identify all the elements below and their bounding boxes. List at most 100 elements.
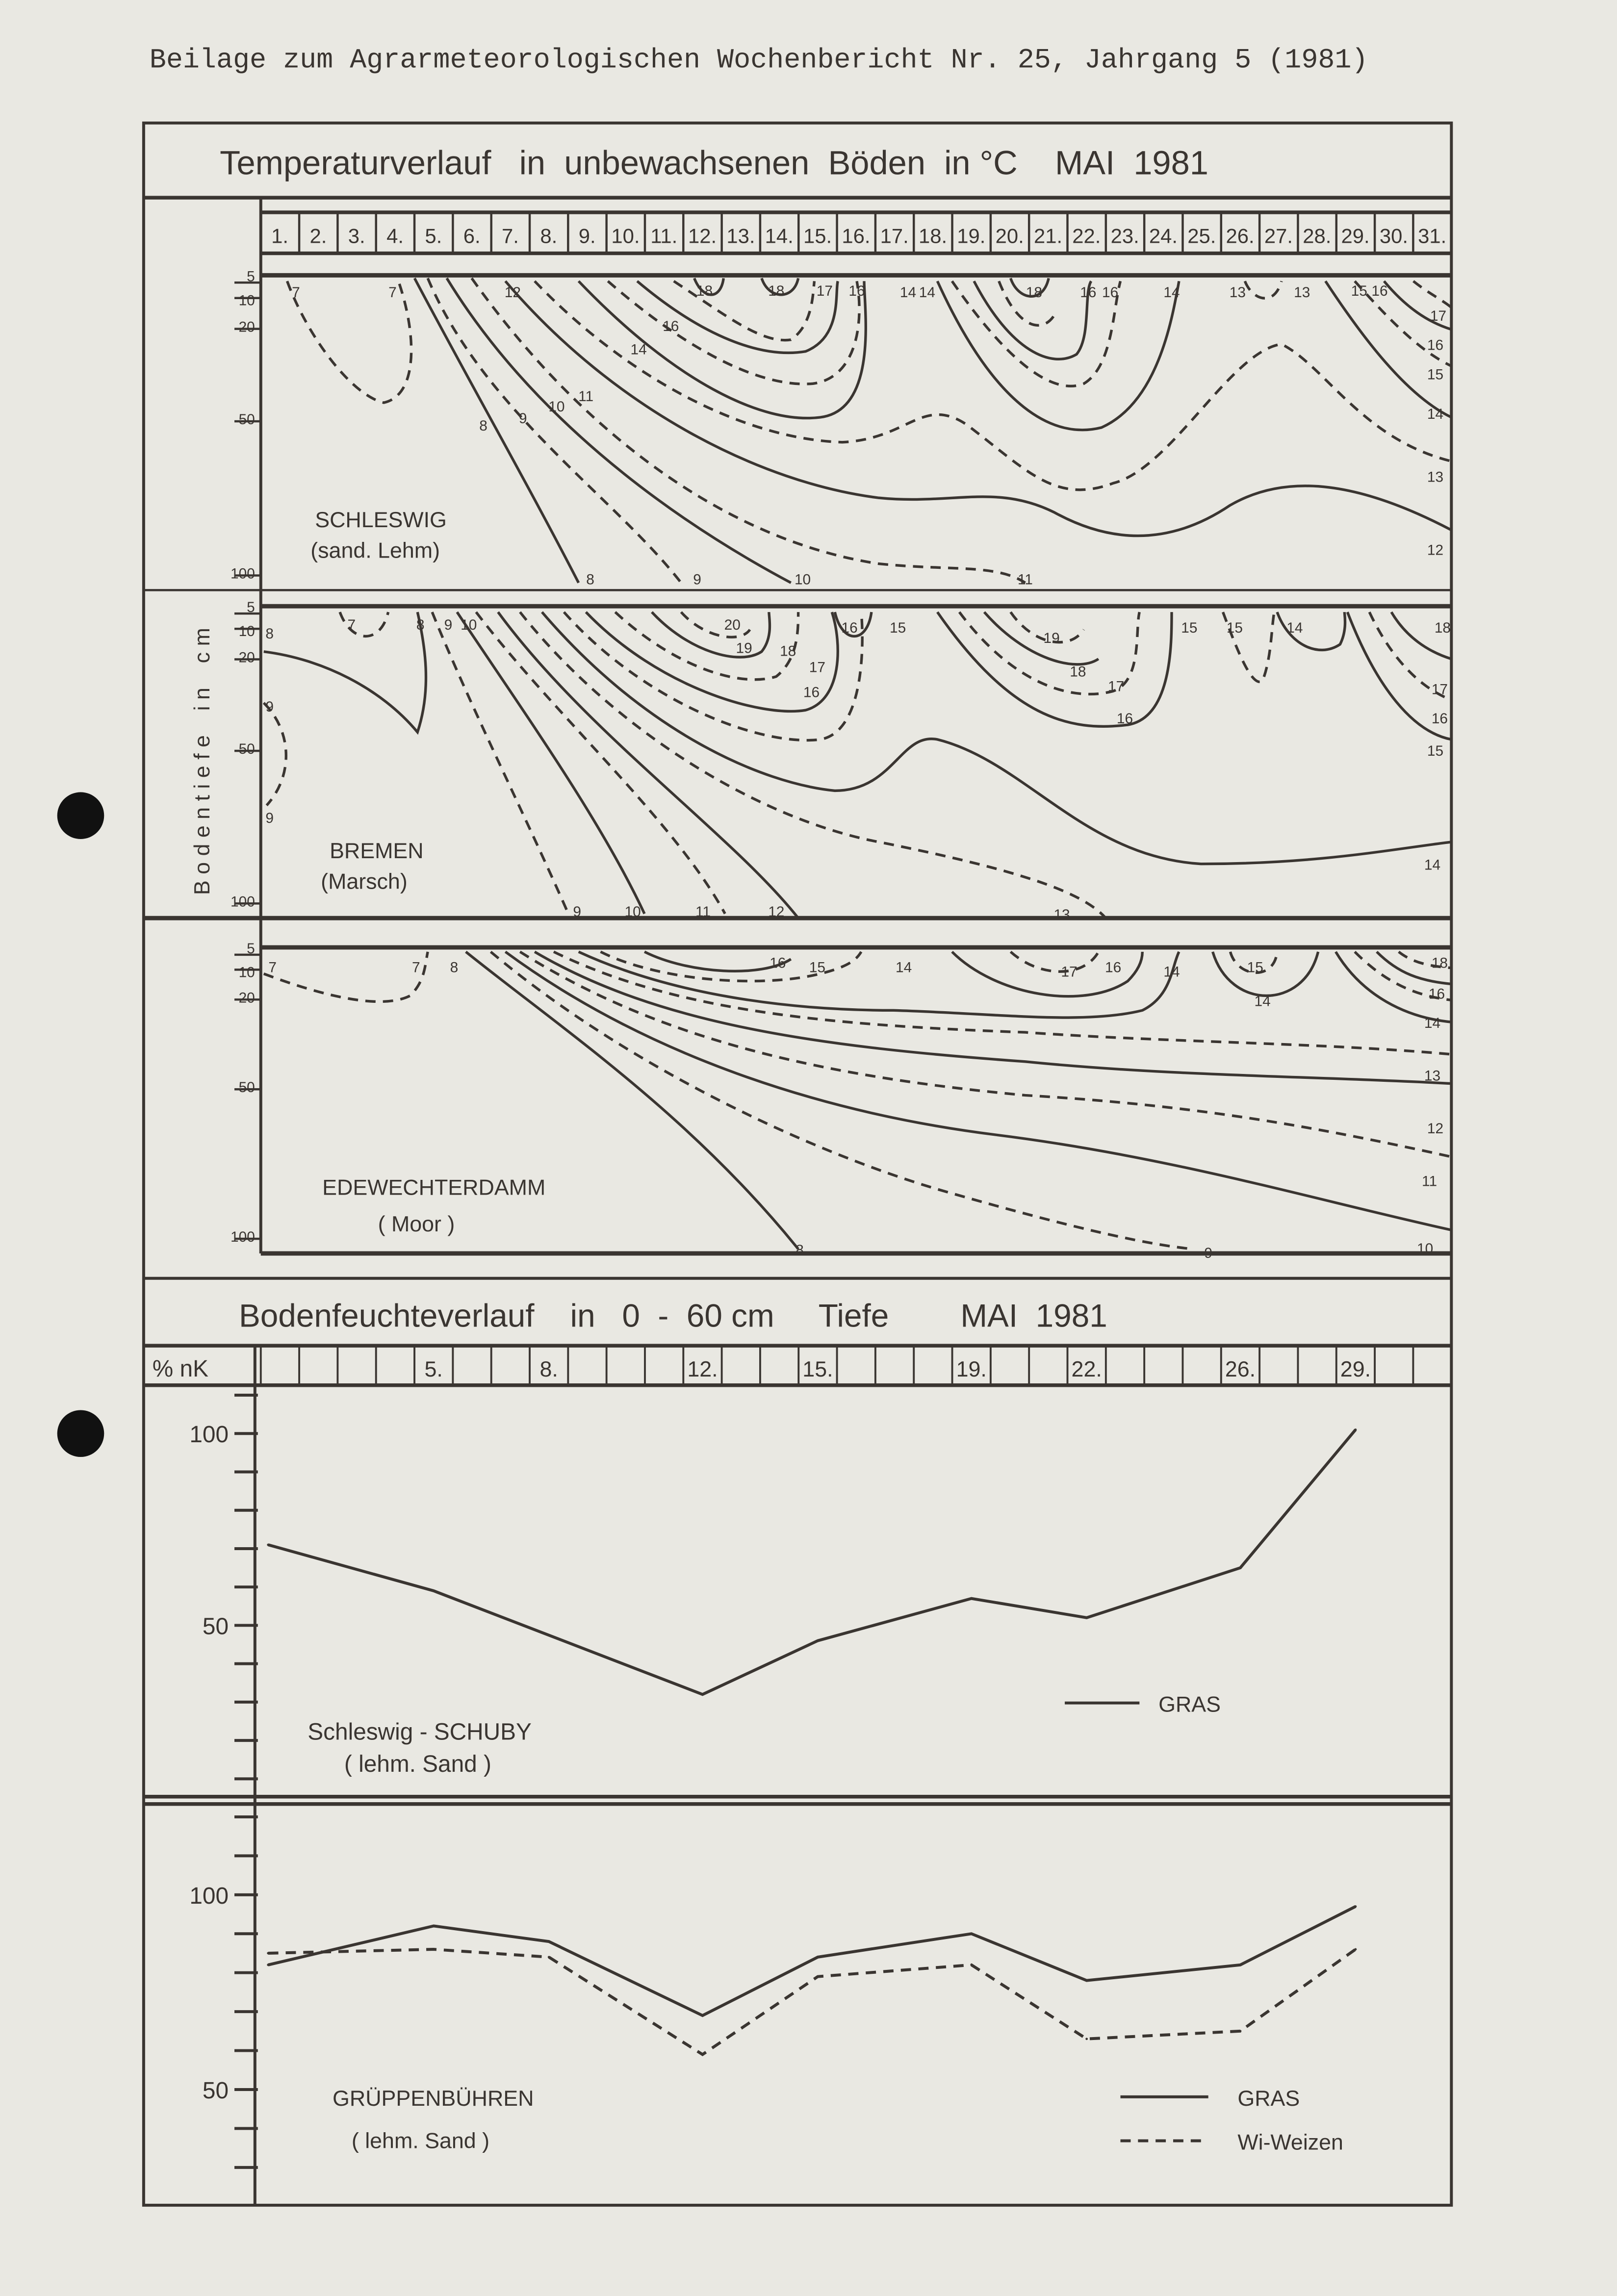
isotherm-label: 11 — [1422, 1174, 1437, 1190]
y-tick-label: 50 — [203, 1613, 229, 1639]
isotherm-17c — [1390, 611, 1452, 661]
isotherm-label: 14 — [1163, 284, 1180, 301]
soil-type: (sand. Lehm) — [310, 538, 440, 563]
isotherm-label: 15 — [1427, 743, 1443, 759]
data-point — [701, 2053, 704, 2056]
depth-tick-label: 20 — [239, 649, 255, 665]
isotherm-label: 16 — [1102, 284, 1118, 301]
data-point — [1239, 1566, 1242, 1569]
frame — [142, 121, 1453, 2207]
isotherm-label: 14 — [896, 960, 912, 976]
data-point — [547, 1956, 550, 1959]
isotherm-8 — [413, 278, 580, 584]
isotherm-17 — [673, 280, 816, 342]
depth-tick-label: 20 — [239, 319, 255, 335]
isotherm-label: 8 — [416, 617, 425, 633]
isotherm-15b — [936, 611, 1173, 728]
contour-panel-bremen — [262, 611, 1452, 919]
moisture-chart-schuby: 100 50 — [189, 1394, 1357, 1781]
day-label: 25. — [1187, 225, 1216, 248]
isotherm-label: 10 — [461, 617, 477, 633]
isotherm-label: 9 — [573, 904, 581, 920]
isotherm-8 — [465, 950, 799, 1250]
day-label: 7. — [502, 225, 519, 248]
isotherm-label: 18 — [780, 643, 796, 660]
data-point — [1085, 1616, 1088, 1619]
depth-tick-label: 20 — [239, 990, 255, 1006]
data-point — [701, 1693, 704, 1696]
depth-tick-label: 5 — [247, 599, 255, 615]
isotherm-label: 16 — [842, 620, 858, 636]
day-label: 5. — [425, 1357, 443, 1381]
data-point — [267, 1952, 270, 1955]
depth-axis-label: B o d e n t i e f e i n c m — [190, 628, 214, 895]
isotherm-label: 15 — [809, 960, 825, 976]
day-label: 16. — [842, 225, 870, 248]
day-label: 29. — [1341, 225, 1370, 248]
isotherm-15 — [563, 611, 864, 742]
isotherm-8 — [263, 612, 428, 735]
data-point — [1239, 2030, 1242, 2033]
isotherm-17 — [614, 611, 800, 681]
depth-tick-label: 5 — [247, 268, 255, 284]
isotherm-18b — [1009, 278, 1050, 298]
isotherm-label: 18 — [696, 283, 713, 299]
isotherm-11 — [519, 950, 1452, 1158]
isotherm-label: 11 — [578, 388, 593, 405]
data-point — [1239, 1964, 1242, 1966]
isotherm-label: 13 — [1427, 469, 1443, 485]
isotherm-7 — [263, 951, 429, 1003]
soil-type: ( Moor ) — [378, 1212, 455, 1236]
data-point — [432, 1948, 435, 1951]
isotherm-16c — [1383, 280, 1452, 331]
isotherm-15d — [1346, 612, 1452, 741]
isotherm-18 — [651, 611, 771, 659]
isotherm-14b — [1276, 612, 1347, 652]
day-label: 2. — [309, 225, 327, 248]
isotherm-label: 10 — [795, 571, 811, 587]
day-label: 8. — [540, 225, 557, 248]
soil-type: (Marsch) — [321, 869, 408, 893]
data-point — [432, 1924, 435, 1927]
isotherm-label: 14 — [1424, 1015, 1440, 1031]
isotherm-15 — [600, 950, 863, 983]
y-tick-label: 50 — [203, 2078, 229, 2104]
isotherm-16d — [1368, 611, 1452, 701]
isotherm-16b — [973, 280, 1093, 361]
day-label: 20. — [996, 225, 1024, 248]
isotherm-label: 8 — [450, 960, 459, 976]
isotherm-label: 9 — [693, 571, 701, 587]
isotherm-label: 7 — [292, 284, 300, 301]
depth-tick-label: 100 — [231, 565, 255, 582]
moisture-title: Bodenfeuchteverlauf in 0 - 60 cm Tiefe M… — [239, 1298, 1107, 1333]
isotherm-label: 16 — [1432, 711, 1448, 727]
data-point — [1085, 1979, 1088, 1982]
depth-tick-label: 100 — [231, 1229, 255, 1245]
isotherm-14 — [578, 950, 1181, 1019]
isotherm-label: 16 — [1371, 283, 1387, 299]
isotherm-18b — [1009, 611, 1085, 644]
day-label: 19. — [957, 225, 985, 248]
data-point — [1354, 1905, 1357, 1908]
isotherm-label: 18 — [768, 283, 784, 299]
isotherm-label: 7 — [388, 284, 397, 301]
punch-hole — [57, 1410, 104, 1457]
isotherm-label: 17 — [1061, 964, 1077, 980]
isotherm-label: 12 — [1427, 1121, 1443, 1137]
depth-tick-label: 50 — [239, 411, 255, 428]
data-point — [817, 1956, 819, 1959]
isotherm-label: 16 — [770, 955, 786, 971]
day-label: 26. — [1226, 225, 1255, 248]
isotherm-label: 12 — [1427, 542, 1443, 559]
isotherm-label: 16 — [1429, 986, 1445, 1002]
temperature-title: Temperaturverlauf in unbewachsenen Böden… — [220, 144, 1208, 181]
isotherm-13b — [1243, 281, 1283, 300]
isotherm-9b — [431, 612, 570, 915]
isotherm-12 — [497, 611, 799, 919]
isotherm-15b — [950, 280, 1122, 388]
isotherm-14b — [936, 281, 1181, 432]
data-point — [267, 1964, 270, 1966]
isotherm-label: 12 — [505, 284, 521, 301]
isotherm-label: 17 — [1430, 308, 1446, 324]
day-label: 3. — [348, 225, 365, 248]
